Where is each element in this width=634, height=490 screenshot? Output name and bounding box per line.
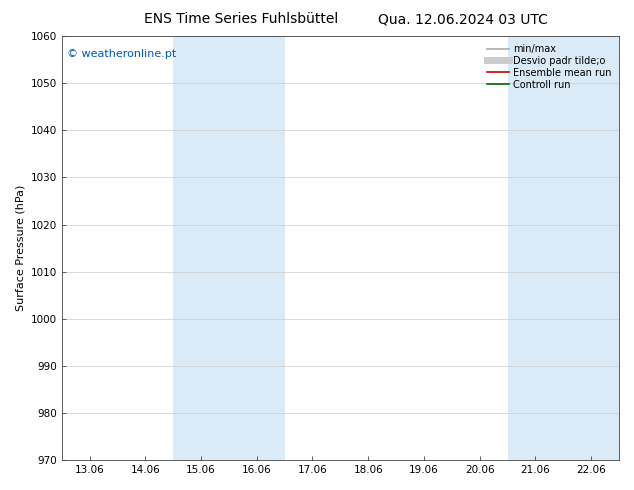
Y-axis label: Surface Pressure (hPa): Surface Pressure (hPa) [15, 185, 25, 311]
Text: © weatheronline.pt: © weatheronline.pt [67, 49, 176, 59]
Legend: min/max, Desvio padr tilde;o, Ensemble mean run, Controll run: min/max, Desvio padr tilde;o, Ensemble m… [484, 41, 614, 93]
Bar [173, 36, 285, 460]
Text: ENS Time Series Fuhlsbüttel: ENS Time Series Fuhlsbüttel [144, 12, 338, 26]
Bar [508, 36, 619, 460]
Text: Qua. 12.06.2024 03 UTC: Qua. 12.06.2024 03 UTC [378, 12, 548, 26]
